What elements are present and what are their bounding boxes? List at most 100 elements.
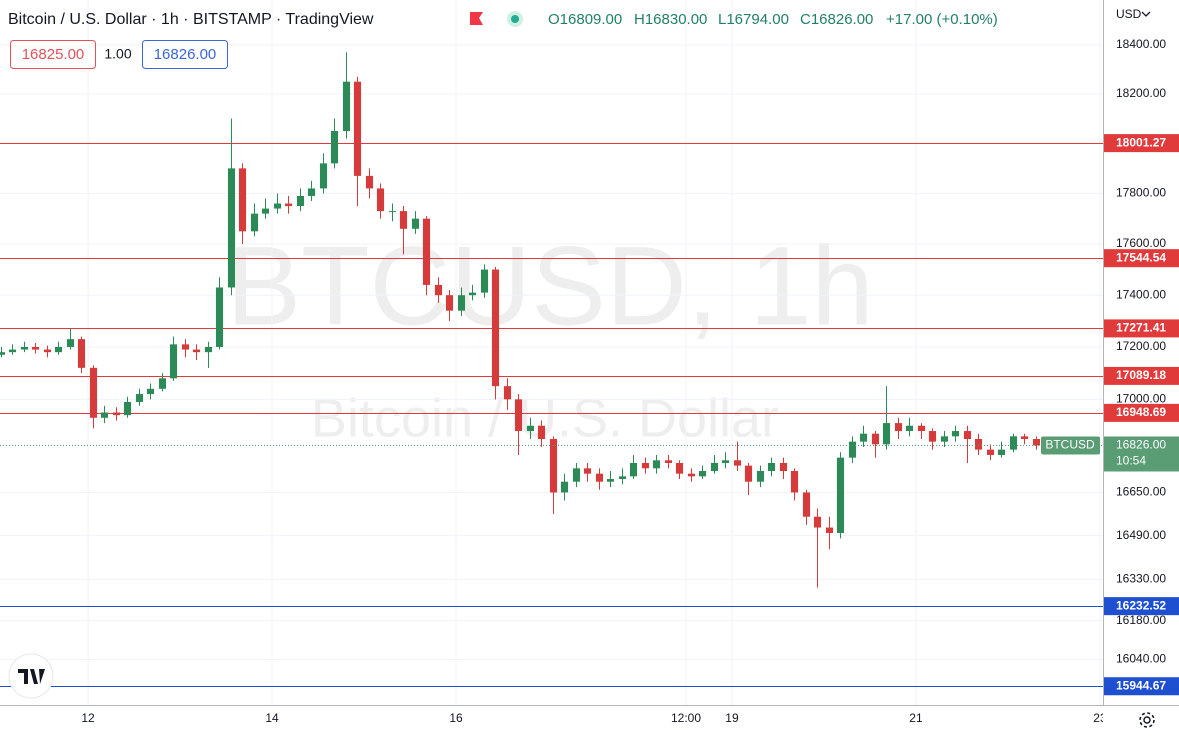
logo-badge[interactable] [8, 653, 54, 699]
candle-body [963, 431, 972, 439]
candle-body [1020, 436, 1029, 439]
y-tick-label: 18200.00 [1116, 86, 1166, 100]
candle-body [215, 287, 224, 347]
candle-body [859, 433, 868, 442]
candle-body [227, 168, 236, 288]
candle-body [238, 168, 247, 232]
level-price-text: 15944.67 [1116, 678, 1166, 692]
candle-body [399, 211, 408, 229]
level-price-text: 16948.69 [1116, 405, 1166, 419]
candle-body [296, 195, 305, 207]
candle-body [583, 468, 592, 474]
sell-price[interactable]: 16825.00 [22, 46, 85, 63]
x-tick-label: 21 [909, 711, 923, 725]
ohlc-low: L16794.00 [718, 11, 789, 28]
symbol-tag-label: BTCUSD [1045, 438, 1095, 452]
level-price-label [1104, 366, 1179, 385]
sell-button[interactable] [10, 40, 96, 69]
candle-body [8, 349, 17, 353]
bar-countdown: 10:54 [1116, 454, 1146, 468]
level-price-label [1104, 319, 1179, 338]
candle-body [940, 436, 949, 442]
level-price-label [1104, 249, 1179, 268]
level-price-label [1104, 134, 1179, 153]
candle-body [675, 462, 684, 474]
watermark-name: Bitcoin / U.S. Dollar [311, 388, 779, 448]
candle-body [526, 425, 535, 432]
y-tick-label: 17800.00 [1116, 186, 1166, 200]
candle-body [1032, 438, 1041, 446]
ohlc-close: C16826.00 [800, 11, 873, 28]
currency-caret[interactable] [1141, 11, 1151, 17]
y-tick-label: 17400.00 [1116, 287, 1166, 301]
candle-body [353, 81, 362, 176]
candle-body [457, 295, 466, 311]
level-price-text: 18001.27 [1116, 135, 1166, 149]
candle-body [158, 378, 167, 389]
candle-body [204, 346, 213, 353]
candle-body [871, 433, 880, 445]
candle-body [376, 188, 385, 212]
ohlc-open: O16809.00 [548, 11, 622, 28]
grid [0, 0, 1103, 705]
candle-body [181, 344, 190, 350]
level-price-label [1104, 677, 1179, 696]
candle-body [595, 473, 604, 482]
candle-body [641, 462, 650, 469]
candle-body [698, 470, 707, 477]
candle-body [986, 449, 995, 455]
candle-body [744, 465, 753, 482]
level-price-text: 17544.54 [1116, 250, 1166, 264]
ohlc-high: H16830.00 [634, 11, 707, 28]
y-tick-label: 16040.00 [1116, 652, 1166, 666]
candle-body [192, 349, 201, 353]
last-price-text: 16826.00 [1116, 438, 1166, 452]
candle-body [710, 462, 719, 471]
candle-body [664, 460, 673, 463]
y-tick-label: 16330.00 [1116, 572, 1166, 586]
candle-body [733, 460, 742, 466]
level-price-text: 17089.18 [1116, 368, 1166, 382]
candle-body [894, 423, 903, 432]
y-tick-label: 16650.00 [1116, 485, 1166, 499]
candle-body [756, 470, 765, 482]
candle-body [917, 425, 926, 432]
candle-body [273, 203, 282, 209]
level-price-text: 16232.52 [1116, 598, 1166, 612]
settings-icon[interactable] [1139, 712, 1155, 728]
candle-body [319, 163, 328, 189]
buy-button[interactable] [142, 40, 228, 69]
candle-body [825, 527, 834, 533]
buy-price[interactable]: 16826.00 [154, 46, 217, 63]
candle-body [250, 213, 259, 232]
x-tick-label: 14 [265, 711, 279, 725]
candle-body [767, 462, 776, 471]
last-price-label [1104, 436, 1179, 472]
flag-icon[interactable] [470, 12, 483, 25]
currency-selector[interactable]: USD [1116, 7, 1142, 21]
quantity[interactable]: 1.00 [104, 46, 131, 62]
watermark-symbol: BTCUSD, 1h [226, 224, 873, 349]
logo[interactable] [18, 669, 45, 684]
candle-body [721, 460, 730, 463]
candle-body [951, 431, 960, 437]
y-tick-label: 16180.00 [1116, 613, 1166, 627]
symbol-title[interactable]: Bitcoin / U.S. Dollar · 1h · BITSTAMP · … [8, 11, 374, 28]
y-tick-label: 17600.00 [1116, 236, 1166, 250]
candle-body [89, 367, 98, 418]
candle-body [434, 284, 443, 296]
candle-body [491, 269, 500, 387]
candle-body [882, 423, 891, 445]
candle-body [388, 211, 397, 213]
candle-body [411, 218, 420, 229]
candle-body [813, 516, 822, 528]
y-tick-label: 16490.00 [1116, 528, 1166, 542]
candle-body [974, 438, 983, 450]
candle-body [606, 479, 615, 482]
candle-body [146, 388, 155, 395]
level-price-text: 17271.41 [1116, 321, 1166, 335]
candle-body [629, 462, 638, 477]
candle-body [618, 476, 627, 480]
candle-body [468, 292, 477, 296]
candle-body [560, 481, 569, 493]
